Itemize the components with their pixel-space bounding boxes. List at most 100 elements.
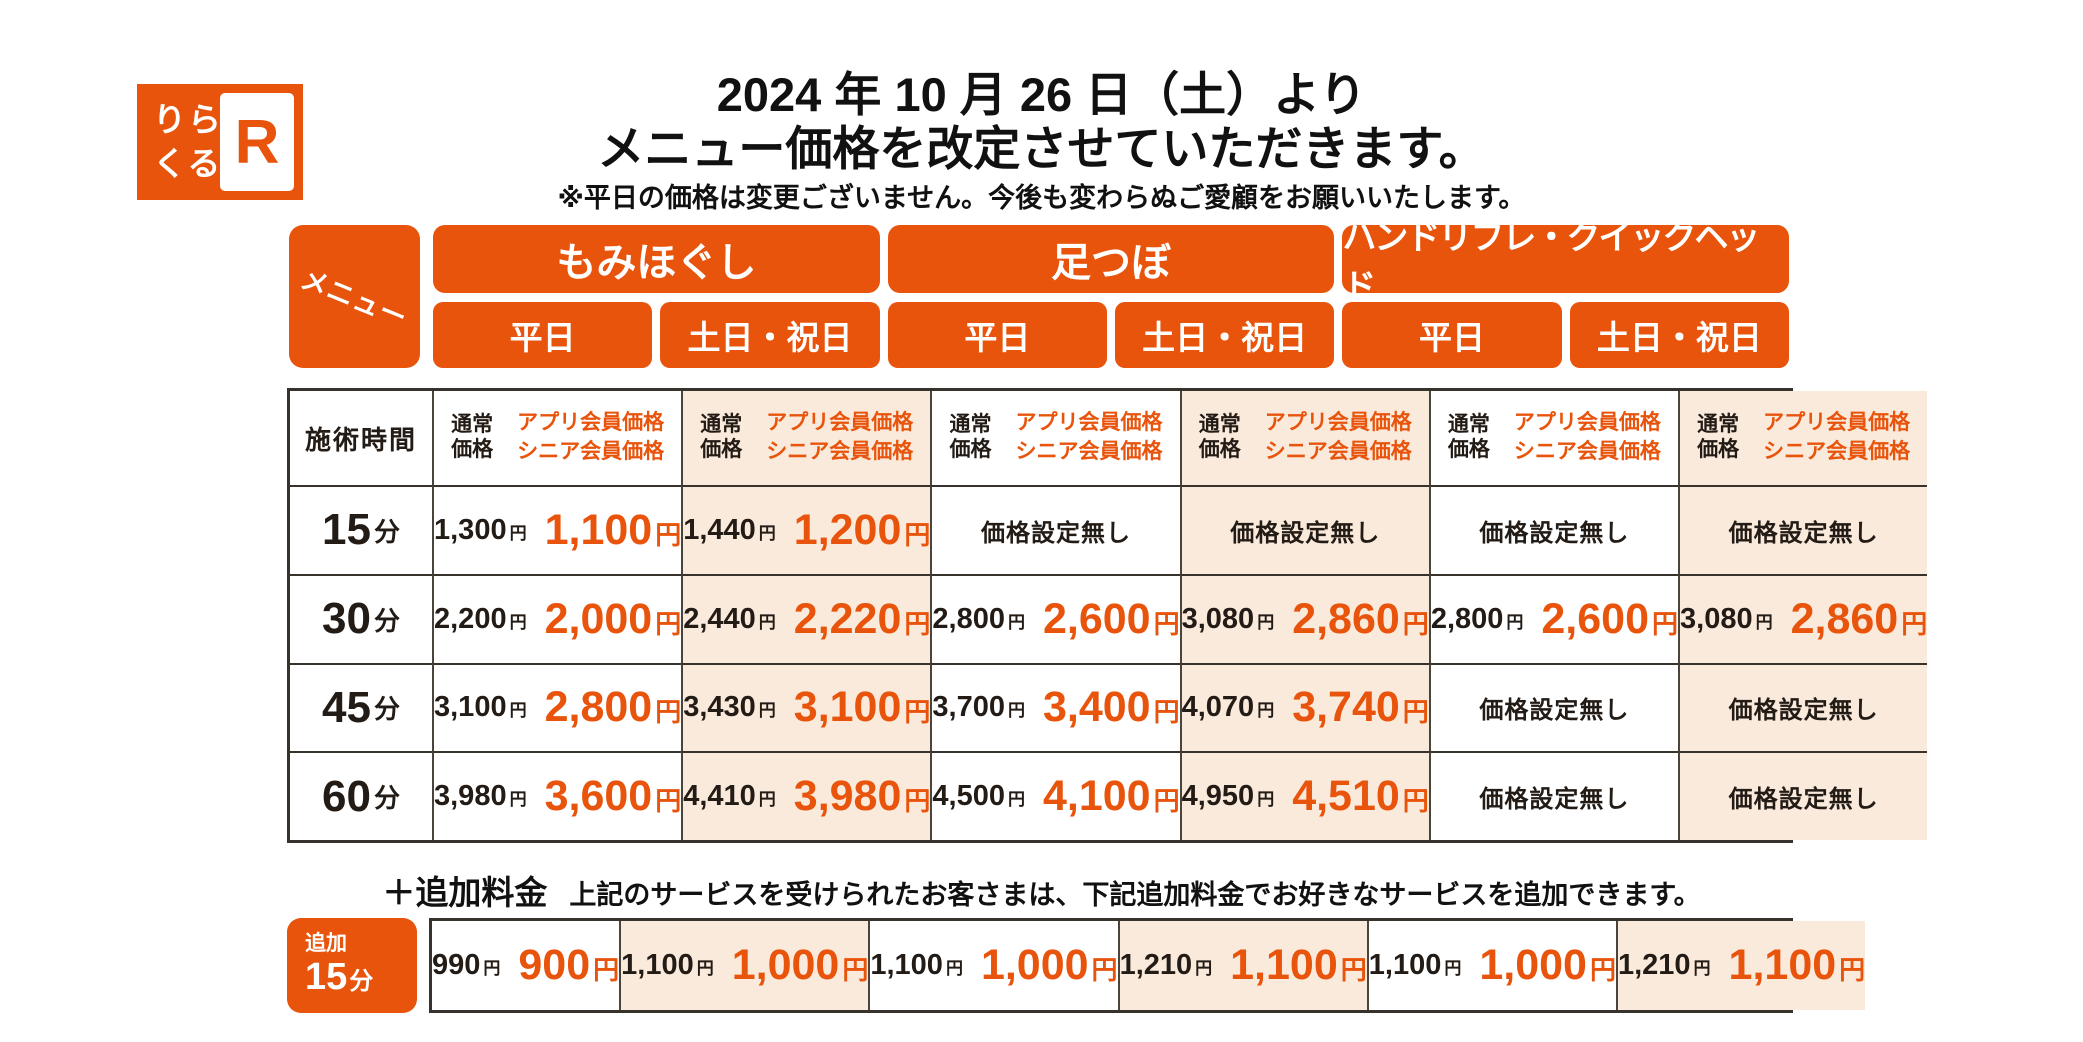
normal-price-yen: 円 (758, 612, 776, 632)
normal-price-value: 1,210 (1119, 949, 1193, 981)
member-price-yen: 円 (1153, 608, 1180, 639)
member-price-value: 2,600 (1541, 594, 1649, 643)
normal-price: 4,410 円 (683, 780, 776, 813)
normal-price: 1,210 円 (1120, 949, 1213, 982)
normal-price-yen: 円 (1257, 790, 1275, 810)
member-price: 900 円 (518, 941, 619, 990)
normal-price-value: 1,100 (870, 949, 943, 981)
price-cell: 価格設定無し (1678, 485, 1928, 574)
normal-price-value: 2,440 (683, 602, 756, 635)
day-header: 土日・祝日 (660, 302, 880, 368)
price-cell: 1,100 円 1,000 円 (619, 921, 869, 1010)
normal-price-value: 3,980 (434, 780, 507, 813)
addon-time-prefix: 追加 (305, 932, 347, 956)
member-price-value: 2,800 (544, 683, 653, 732)
normal-price-value: 1,440 (683, 513, 756, 546)
member-price-label: アプリ会員価格 シニア会員価格 (517, 409, 664, 467)
normal-price-value: 4,070 (1181, 691, 1255, 724)
normal-price-label-line: 通常 (1697, 413, 1740, 437)
member-price-label-line: シニア会員価格 (1015, 440, 1163, 463)
normal-price-yen: 円 (1444, 959, 1462, 978)
normal-price-value: 1,100 (1368, 949, 1442, 981)
price-cell: 価格設定無し (1428, 485, 1679, 574)
normal-price-value: 3,430 (683, 691, 756, 724)
member-price-label-line: シニア会員価格 (517, 440, 665, 463)
member-price-yen: 円 (1652, 608, 1679, 639)
normal-price-label-line: 価格 (451, 438, 494, 461)
member-price: 3,980 円 (794, 772, 931, 821)
no-price-label: 価格設定無し (1728, 786, 1879, 814)
normal-price-yen: 円 (696, 959, 714, 978)
normal-price-value: 3,700 (932, 691, 1005, 724)
member-price: 4,100 円 (1043, 772, 1180, 821)
normal-price-label: 通常 価格 (950, 413, 992, 463)
member-price-label-line: アプリ会員価格 (1015, 411, 1163, 435)
member-price-value: 3,740 (1292, 683, 1400, 732)
price-cell: 990 円 900 円 (432, 921, 619, 1010)
normal-price-label-line: 価格 (1697, 438, 1740, 461)
member-price-value: 3,980 (793, 772, 902, 821)
member-price-yen: 円 (1901, 608, 1928, 639)
member-price-value: 4,510 (1292, 772, 1400, 821)
price-cell: 価格設定無し (1179, 485, 1429, 574)
normal-price-label: 通常 価格 (700, 413, 742, 463)
normal-price-label-line: 価格 (949, 438, 992, 461)
member-price: 2,600 円 (1541, 595, 1678, 644)
member-price: 1,000 円 (732, 941, 869, 990)
normal-price-yen: 円 (509, 790, 527, 810)
price-cell: 1,300 円 1,100 円 (432, 485, 682, 574)
no-price-label: 価格設定無し (1728, 697, 1879, 725)
price-cell: 1,100 円 1,000 円 (868, 921, 1118, 1010)
member-price-yen: 円 (842, 955, 869, 985)
member-price: 3,740 円 (1292, 683, 1429, 732)
price-cell: 価格設定無し (930, 485, 1180, 574)
member-price-label-line: アプリ会員価格 (1513, 411, 1661, 435)
time-value: 60 (322, 771, 371, 821)
no-price-label: 価格設定無し (1479, 786, 1630, 814)
price-cell: 4,950 円 4,510 円 (1179, 751, 1429, 840)
normal-price-yen: 円 (1007, 790, 1025, 810)
normal-price-value: 1,100 (621, 949, 694, 981)
normal-price: 2,200 円 (434, 603, 527, 636)
logo-r-mark: R (220, 93, 294, 191)
price-cell: 2,200 円 2,000 円 (432, 573, 682, 663)
member-price-value: 4,100 (1042, 772, 1151, 821)
no-price-label: 価格設定無し (1728, 519, 1879, 547)
price-cell: 3,980 円 3,600 円 (432, 751, 682, 840)
member-price-label-line: シニア会員価格 (1513, 440, 1661, 463)
normal-price-value: 1,300 (434, 513, 507, 546)
price-cell: 3,700 円 3,400 円 (930, 662, 1180, 752)
price-cell: 4,500 円 4,100 円 (930, 751, 1180, 840)
price-cell: 価格設定無し (1428, 662, 1679, 752)
member-price-yen: 円 (1340, 955, 1367, 985)
member-price-label: アプリ会員価格 シニア会員価格 (1514, 409, 1661, 467)
logo-text-line2: くる (153, 144, 223, 182)
normal-price: 2,440 円 (683, 603, 776, 636)
time-cell: 60 分 (290, 751, 432, 840)
menu-corner-label: メニュー (296, 263, 412, 334)
price-cell: 3,430 円 3,100 円 (681, 662, 931, 752)
member-price-value: 1,000 (980, 941, 1089, 989)
no-price-label: 価格設定無し (1479, 519, 1630, 547)
member-price-value: 1,000 (731, 941, 840, 989)
menu-group-header: 足つぼ (887, 225, 1335, 293)
member-price: 1,200 円 (794, 506, 931, 555)
member-price-label: アプリ会員価格 シニア会員価格 (766, 409, 913, 467)
member-price-value: 1,100 (1230, 941, 1338, 989)
member-price-label-line: シニア会員価格 (1763, 440, 1911, 463)
member-price-yen: 円 (1839, 955, 1866, 985)
normal-price-label-line: 通常 (949, 413, 992, 437)
normal-price: 3,980 円 (434, 780, 527, 813)
normal-price-value: 2,200 (434, 602, 507, 635)
logo-r-letter: R (234, 107, 280, 177)
normal-price-label-line: 価格 (700, 438, 743, 461)
normal-price-label: 通常 価格 (451, 413, 493, 463)
normal-price: 1,100 円 (1369, 949, 1462, 982)
day-header: 平日 (433, 302, 653, 368)
price-cell: 4,070 円 3,740 円 (1179, 662, 1429, 752)
time-unit: 分 (373, 783, 400, 814)
normal-price-yen: 円 (1506, 612, 1524, 632)
normal-price: 2,800 円 (932, 603, 1025, 636)
member-price: 1,100 円 (545, 506, 682, 555)
